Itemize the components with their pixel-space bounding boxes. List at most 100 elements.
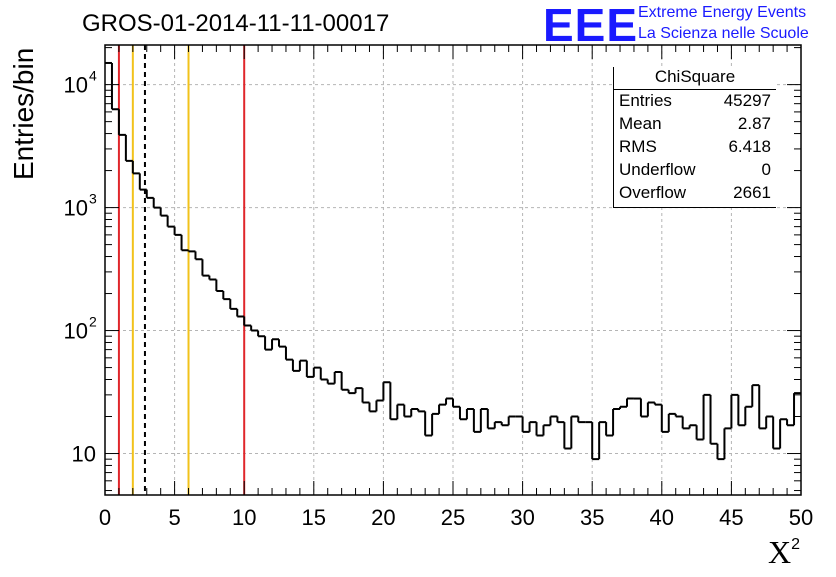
x-tick-label: 5 [168, 505, 180, 530]
histogram-bin [758, 385, 767, 430]
stat-name: Overflow [619, 183, 687, 202]
histogram-bin [709, 394, 718, 445]
histogram-bin [264, 336, 273, 351]
histogram-bin [591, 422, 600, 461]
histogram-bin [410, 408, 419, 417]
stat-value: 2661 [733, 183, 771, 202]
histogram-bin [465, 408, 474, 420]
histogram-bin [201, 259, 210, 277]
histogram-bin [278, 339, 286, 348]
histogram-bin [723, 427, 732, 460]
histogram-bin [389, 382, 398, 421]
histogram-bin [298, 359, 307, 371]
x-tick-label: 50 [789, 505, 813, 530]
x-tick-label: 15 [302, 505, 326, 530]
stat-name: Entries [619, 91, 672, 110]
histogram-bin [187, 250, 196, 253]
histogram-bin [375, 399, 384, 412]
stat-row-rms: RMS 6.418 [619, 137, 771, 159]
y-tick-exponent: 2 [89, 314, 97, 330]
x-tick-label: 35 [580, 505, 604, 530]
histogram-bin [695, 425, 704, 441]
histogram-bin [765, 415, 774, 429]
histogram-bin [737, 394, 746, 427]
eee-logo: EEE Extreme Energy Events La Scienza nel… [543, 0, 833, 51]
histogram-bin [438, 403, 447, 414]
histogram-bin [646, 401, 655, 417]
histogram-bin [236, 308, 245, 318]
histogram-bin [284, 346, 293, 361]
y-tick-exponent: 4 [89, 68, 97, 84]
histogram-bin [173, 226, 182, 236]
histogram-bin [333, 371, 342, 384]
stat-row-mean: Mean 2.87 [619, 114, 771, 136]
histogram-bin [361, 388, 370, 404]
histogram-bin [250, 325, 259, 332]
x-tick-label: 25 [441, 505, 465, 530]
histogram-bin [305, 360, 314, 378]
histogram-bin [215, 279, 224, 292]
histogram-bin [326, 379, 335, 385]
stats-title: ChiSquare [654, 67, 736, 86]
histogram-bin [751, 384, 760, 407]
histogram-bin [452, 398, 460, 408]
histogram-bin [110, 62, 119, 111]
y-tick-exponent: 3 [89, 191, 97, 207]
histogram-bin [124, 134, 133, 162]
stat-value: 0 [761, 160, 771, 179]
histogram-bin [570, 415, 579, 449]
histogram-bin [208, 275, 217, 281]
histogram-bin [131, 160, 140, 175]
histogram-bin [535, 422, 544, 437]
histogram-bin [528, 421, 537, 432]
stat-name: Underflow [619, 160, 696, 179]
histogram-bin [403, 404, 412, 418]
histogram-bin [354, 387, 363, 394]
histogram-bin [152, 197, 161, 209]
histogram-bin [229, 299, 238, 310]
x-axis-label-superscript: 2 [791, 536, 801, 553]
histogram-bin [291, 359, 300, 372]
histogram-bin [431, 412, 440, 436]
histogram-bin [605, 422, 614, 437]
histogram-bin [549, 415, 558, 426]
x-tick-label: 45 [719, 505, 743, 530]
stat-value: 45297 [723, 91, 771, 110]
histogram-bin [786, 419, 795, 427]
histogram-bin [180, 234, 189, 252]
logo-mark: EEE [543, 0, 639, 51]
x-tick-label: 0 [99, 505, 111, 530]
histogram-bin [458, 406, 467, 421]
stat-name: RMS [619, 137, 657, 156]
histogram-bin [396, 403, 405, 420]
logo-line-2: La Scienza nelle Scuole [638, 25, 809, 42]
histogram-bin [257, 330, 266, 338]
logo-line-1: Extreme Energy Events [638, 4, 807, 21]
chart-title: GROS-01-2014-11-11-00017 [82, 10, 390, 37]
histogram-bin [222, 290, 231, 301]
histogram-bin [563, 422, 572, 450]
histogram-bin [138, 173, 147, 191]
histogram-bin [340, 372, 349, 391]
stat-row-entries: Entries 45297 [619, 91, 771, 113]
histogram-bin [744, 405, 753, 426]
stat-value: 6.418 [728, 137, 771, 156]
histogram-bin [626, 397, 634, 407]
x-axis-label: X2 [768, 534, 800, 571]
stats-box: ChiSquare Entries 45297 Mean 2.87 RMS 6.… [613, 67, 776, 208]
histogram-bin [688, 424, 697, 429]
histogram-bin [619, 405, 627, 410]
x-tick-label: 30 [510, 505, 534, 530]
histogram-bin [542, 424, 551, 436]
histogram-bin [639, 398, 648, 418]
y-tick-label: 10 [72, 442, 96, 467]
histogram-bin [493, 421, 502, 429]
x-tick-label: 20 [371, 505, 395, 530]
y-axis-label: Entries/bin [8, 47, 39, 180]
stat-value: 2.87 [737, 114, 771, 133]
y-tick-label: 10 [64, 73, 88, 98]
stat-row-overflow: Overflow 2661 [619, 183, 771, 205]
histogram-bin [312, 366, 321, 377]
